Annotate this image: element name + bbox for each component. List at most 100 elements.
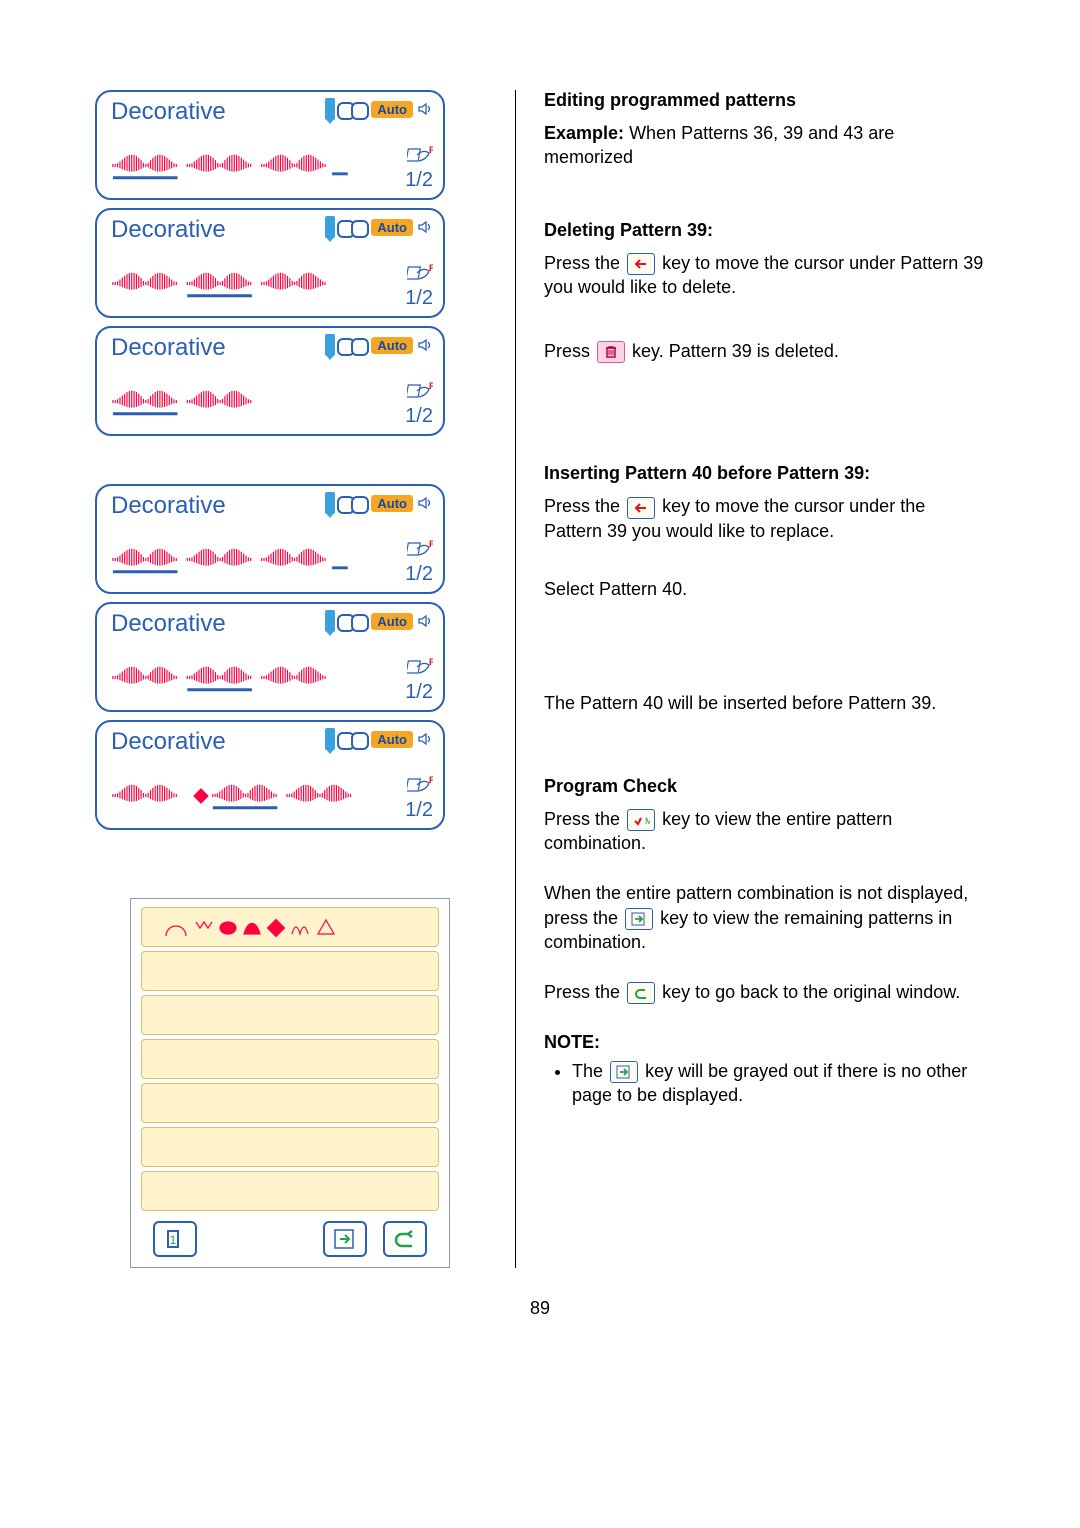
panel-title: Decorative [111, 216, 226, 244]
pc-step2: When the entire pattern combination is n… [544, 881, 985, 954]
hand-cloth-icon: F [407, 539, 433, 561]
svg-text:F: F [429, 539, 433, 549]
panel-icon-row: Auto [325, 728, 433, 750]
presser-foot-icon [339, 336, 367, 354]
panel-side-info: F 1/2 [405, 381, 433, 428]
lcd-panel: Decorative Auto F 1/2 [95, 484, 445, 594]
insert-step2: Select Pattern 40. [544, 577, 985, 601]
program-row-empty [141, 1171, 439, 1211]
panel-title: Decorative [111, 492, 226, 520]
heading-program-check: Program Check [544, 776, 985, 797]
return-button[interactable] [383, 1221, 427, 1257]
next-page-key-icon [625, 908, 653, 930]
right-column: Editing programmed patterns Example: Whe… [515, 90, 985, 1268]
stitch-preview [109, 146, 383, 186]
panel-title: Decorative [111, 728, 226, 756]
speaker-icon [417, 613, 433, 629]
program-row-shapes [141, 907, 439, 947]
return-key-icon [627, 982, 655, 1004]
insert-step1: Press the key to move the cursor under t… [544, 494, 985, 543]
lcd-panel: Decorative Auto F 1/2 [95, 208, 445, 318]
delete-step1: Press the key to move the cursor under P… [544, 251, 985, 300]
presser-foot-icon [339, 494, 367, 512]
panel-side-info: F 1/2 [405, 657, 433, 704]
program-row-empty [141, 951, 439, 991]
needle-icon [325, 728, 335, 750]
manual-page: Decorative Auto F 1/2 Decorative [0, 0, 1080, 1359]
panel-title: Decorative [111, 334, 226, 362]
check-m-key-icon: M [627, 809, 655, 831]
hand-cloth-icon: F [407, 381, 433, 403]
panel-icon-row: Auto [325, 610, 433, 632]
panel-side-info: F 1/2 [405, 145, 433, 192]
needle-icon [325, 492, 335, 514]
auto-badge: Auto [371, 219, 413, 236]
speaker-icon [417, 337, 433, 353]
presser-foot-icon [339, 612, 367, 630]
page-fraction: 1/2 [405, 563, 433, 586]
speaker-icon [417, 731, 433, 747]
next-page-key-icon [610, 1061, 638, 1083]
insert-step3: The Pattern 40 will be inserted before P… [544, 691, 985, 715]
auto-badge: Auto [371, 337, 413, 354]
auto-badge: Auto [371, 731, 413, 748]
stitch-preview [109, 540, 383, 580]
svg-text:M: M [645, 816, 650, 826]
left-arrow-key-icon [627, 253, 655, 275]
page-fraction: 1/2 [405, 799, 433, 822]
note-list: The key will be grayed out if there is n… [544, 1059, 985, 1108]
program-row-empty [141, 1083, 439, 1123]
auto-badge: Auto [371, 613, 413, 630]
presser-foot-icon [339, 730, 367, 748]
hand-cloth-icon: F [407, 657, 433, 679]
trash-key-icon [597, 341, 625, 363]
left-column: Decorative Auto F 1/2 Decorative [95, 90, 485, 1268]
note-item: The key will be grayed out if there is n… [572, 1059, 985, 1108]
panel-title: Decorative [111, 610, 226, 638]
panel-icon-row: Auto [325, 334, 433, 356]
auto-badge: Auto [371, 101, 413, 118]
auto-badge: Auto [371, 495, 413, 512]
program-row-empty [141, 1039, 439, 1079]
needle-icon [325, 216, 335, 238]
needle-icon [325, 334, 335, 356]
page-indicator-button[interactable]: 1 [153, 1221, 197, 1257]
program-rows [131, 899, 449, 1215]
lcd-panel: Decorative Auto F 1/2 [95, 326, 445, 436]
page-fraction: 1/2 [405, 287, 433, 310]
lcd-panel: Decorative Auto F 1/2 [95, 90, 445, 200]
speaker-icon [417, 101, 433, 117]
page-fraction: 1/2 [405, 169, 433, 192]
page-number: 89 [95, 1298, 985, 1319]
svg-text:F: F [429, 657, 433, 667]
delete-step2: Press key. Pattern 39 is deleted. [544, 339, 985, 363]
stitch-preview [109, 658, 383, 698]
speaker-icon [417, 495, 433, 511]
program-bottom-bar: 1 [131, 1215, 449, 1267]
program-row-empty [141, 995, 439, 1035]
presser-foot-icon [339, 218, 367, 236]
needle-icon [325, 98, 335, 120]
speaker-icon [417, 219, 433, 235]
svg-text:F: F [429, 775, 433, 785]
pc-step1: Press the M key to view the entire patte… [544, 807, 985, 856]
page-fraction: 1/2 [405, 405, 433, 428]
stitch-preview [109, 776, 383, 816]
hand-cloth-icon: F [407, 263, 433, 285]
heading-deleting: Deleting Pattern 39: [544, 220, 985, 241]
panel-side-info: F 1/2 [405, 775, 433, 822]
program-row-empty [141, 1127, 439, 1167]
page-fraction: 1/2 [405, 681, 433, 704]
hand-cloth-icon: F [407, 145, 433, 167]
panel-icon-row: Auto [325, 216, 433, 238]
svg-text:F: F [429, 145, 433, 155]
needle-icon [325, 610, 335, 632]
panel-icon-row: Auto [325, 492, 433, 514]
two-columns: Decorative Auto F 1/2 Decorative [95, 90, 985, 1268]
panel-icon-row: Auto [325, 98, 433, 120]
svg-text:F: F [429, 381, 433, 391]
next-page-button[interactable] [323, 1221, 367, 1257]
presser-foot-icon [339, 100, 367, 118]
panel-title: Decorative [111, 98, 226, 126]
hand-cloth-icon: F [407, 775, 433, 797]
